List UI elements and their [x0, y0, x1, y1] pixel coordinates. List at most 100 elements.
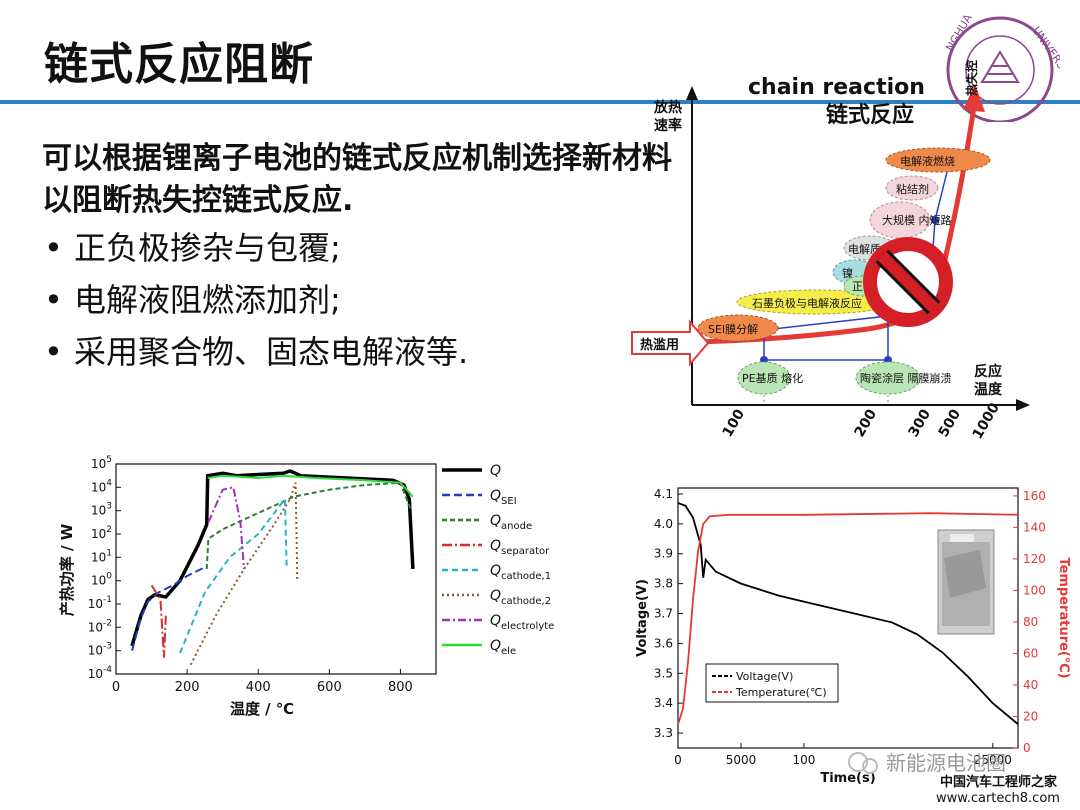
legend-label: Voltage(V) [736, 670, 793, 683]
runaway-arrow-icon [963, 84, 985, 112]
stage-bubble [885, 175, 939, 201]
y-tick-label: 100 [91, 572, 112, 588]
diagram-ylabel-2: 速率 [654, 117, 682, 134]
bullet-item: • 采用聚合物、固态电解液等. [42, 326, 468, 378]
y-tick-label-left: 3.8 [654, 577, 673, 591]
x-tick-label: 25000 [974, 753, 1012, 767]
stage-bubble [737, 361, 791, 395]
axis-arrow-icon [1016, 399, 1030, 411]
y-tick-label: 104 [91, 478, 112, 494]
university-seal-logo: NGHUA UNIVERSITY [943, 12, 1060, 122]
stage-label: 石墨负极与电解液反应 [752, 296, 862, 310]
intro-text: 可以根据锂离子电池的链式反应机制选择新材料以阻断热失控链式反应. [42, 141, 672, 218]
diagram-heading-zh: 链式反应 [826, 102, 914, 128]
stage-label: 镍 [842, 266, 853, 280]
voltage-temperature-chart: 3.3 3.4 3.5 3.6 3.7 3.8 3.9 4.0 4.1 0 20 40 60 80 100… [635, 487, 1070, 786]
y-tick-label-right: 80 [1023, 615, 1038, 629]
chart1-xlabel: 温度 / ℃ [230, 700, 294, 718]
y-tick-label: 102 [91, 525, 112, 541]
legend-label: Qanode [490, 513, 532, 532]
y-tick-label: 103 [91, 502, 112, 518]
legend-label: Qcathode,2 [490, 588, 551, 607]
chart2-xlabel: Time(s) [820, 771, 875, 786]
series-line-ele [207, 474, 414, 498]
x-tick-label: 300 [906, 406, 935, 440]
bullet-item: • 电解液阻燃添加剂; [42, 274, 468, 326]
svg-text:NGHUA: NGHUA [943, 12, 975, 54]
x-tick-label: 0 [674, 753, 682, 767]
entry-arrow-icon [631, 319, 710, 367]
title-divider [0, 100, 1080, 104]
stage-bubble [885, 147, 991, 173]
watermark-url: www.cartech8.com [936, 791, 1060, 806]
bullet-text: 电解液阻燃添加剂; [74, 281, 341, 319]
legend-label: Qelectrolyte [490, 613, 554, 632]
y-tick-label: 10-3 [88, 642, 112, 658]
y-tick-label: 10-1 [88, 595, 112, 611]
stage-label: 大规模 内短路 [882, 213, 952, 227]
plot-frame [115, 463, 437, 675]
bullet-text: 正负极掺杂与包覆; [74, 229, 341, 267]
chart2-legend: Voltage(V) Temperature(℃) [705, 663, 839, 703]
bullet-text: 采用聚合物、固态电解液等. [74, 333, 469, 371]
series-line-electrolyte [207, 486, 245, 570]
y-tick-label-left: 3.3 [654, 726, 673, 740]
watermark: 新能源电池圈 中国汽车工程师之家 www.cartech8.com [848, 751, 1060, 806]
y-tick-label-right: 60 [1023, 646, 1038, 660]
stage-label: 粘结剂 [896, 182, 929, 196]
bullet-dot-icon: • [44, 229, 63, 267]
stage-bubble [697, 314, 779, 342]
y-tick-label-left: 3.4 [654, 696, 673, 710]
slide-title: 链式反应阻断 [44, 39, 314, 90]
y-tick-label-left: 3.5 [654, 666, 673, 680]
y-tick-label-right: 20 [1023, 709, 1038, 723]
bullet-list: • 正负极掺杂与包覆; • 电解液阻燃添加剂; • 采用聚合物、固态电解液等. [42, 222, 468, 378]
stage-label: 正 [852, 280, 863, 293]
legend-label: Temperature(℃) [735, 686, 827, 699]
legend-label: Qcathode,1 [490, 563, 551, 582]
x-tick-label: 400 [246, 680, 271, 695]
x-tick-label: 5000 [726, 753, 757, 767]
series-line-temperature [677, 512, 1019, 725]
y-tick-label-left: 3.7 [654, 607, 673, 621]
series-line-cathode,1 [179, 496, 288, 654]
diagram-xlabel-1: 反应 [974, 363, 1002, 380]
bullet-dot-icon: • [44, 281, 63, 319]
diagram-heading-en: chain reaction [748, 75, 925, 100]
y-tick-label-left: 3.9 [654, 547, 673, 561]
x-tick-label: 1000 [970, 400, 1003, 442]
y-tick-label-right: 160 [1023, 489, 1046, 503]
stage-bubble [855, 361, 921, 395]
y-tick-label-right: 140 [1023, 520, 1046, 534]
x-tick-label: 100 [792, 753, 815, 767]
y-tick-label-right: 120 [1023, 552, 1046, 566]
stage-label: SEI膜分解 [708, 322, 758, 336]
stage-label: 电解质 [848, 242, 881, 256]
stage-bubble [869, 201, 931, 239]
wechat-icon [848, 752, 868, 772]
heat-power-chart: 10-4 10-3 10-2 10-1 100 101 102 103 104 105 0 200 4… [58, 455, 554, 718]
stage-label: 电解液燃烧 [900, 154, 955, 168]
y-tick-label: 10-4 [88, 665, 113, 681]
legend-label: Q [490, 463, 501, 479]
diagram-ylabel-1: 放热 [653, 99, 682, 116]
y-tick-label: 10-2 [88, 618, 112, 634]
y-tick-label-left: 4.0 [654, 517, 673, 531]
y-tick-label-right: 0 [1023, 741, 1031, 755]
x-tick-label: 600 [317, 680, 342, 695]
prohibition-icon [863, 237, 953, 327]
bullet-item: • 正负极掺杂与包覆; [42, 222, 468, 274]
x-tick-label: 200 [175, 680, 200, 695]
chain-reaction-diagram: chain reaction 链式反应 放热 速率 反应 温度 热失控 热滥用 … [631, 60, 1030, 442]
entry-label: 热滥用 [640, 337, 679, 353]
y-tick-label-right: 40 [1023, 678, 1038, 692]
runaway-label: 热失控 [964, 60, 979, 96]
watermark-brand: 新能源电池圈 [886, 751, 1006, 775]
x-tick-label: 0 [112, 680, 120, 695]
y-tick-label-left: 3.6 [654, 636, 673, 650]
y-tick-label: 105 [91, 455, 112, 471]
x-tick-label: 200 [852, 406, 881, 440]
legend-label: Qseparator [490, 538, 550, 557]
axis-arrow-icon [686, 86, 698, 100]
series-line-cathode,2 [189, 482, 299, 666]
